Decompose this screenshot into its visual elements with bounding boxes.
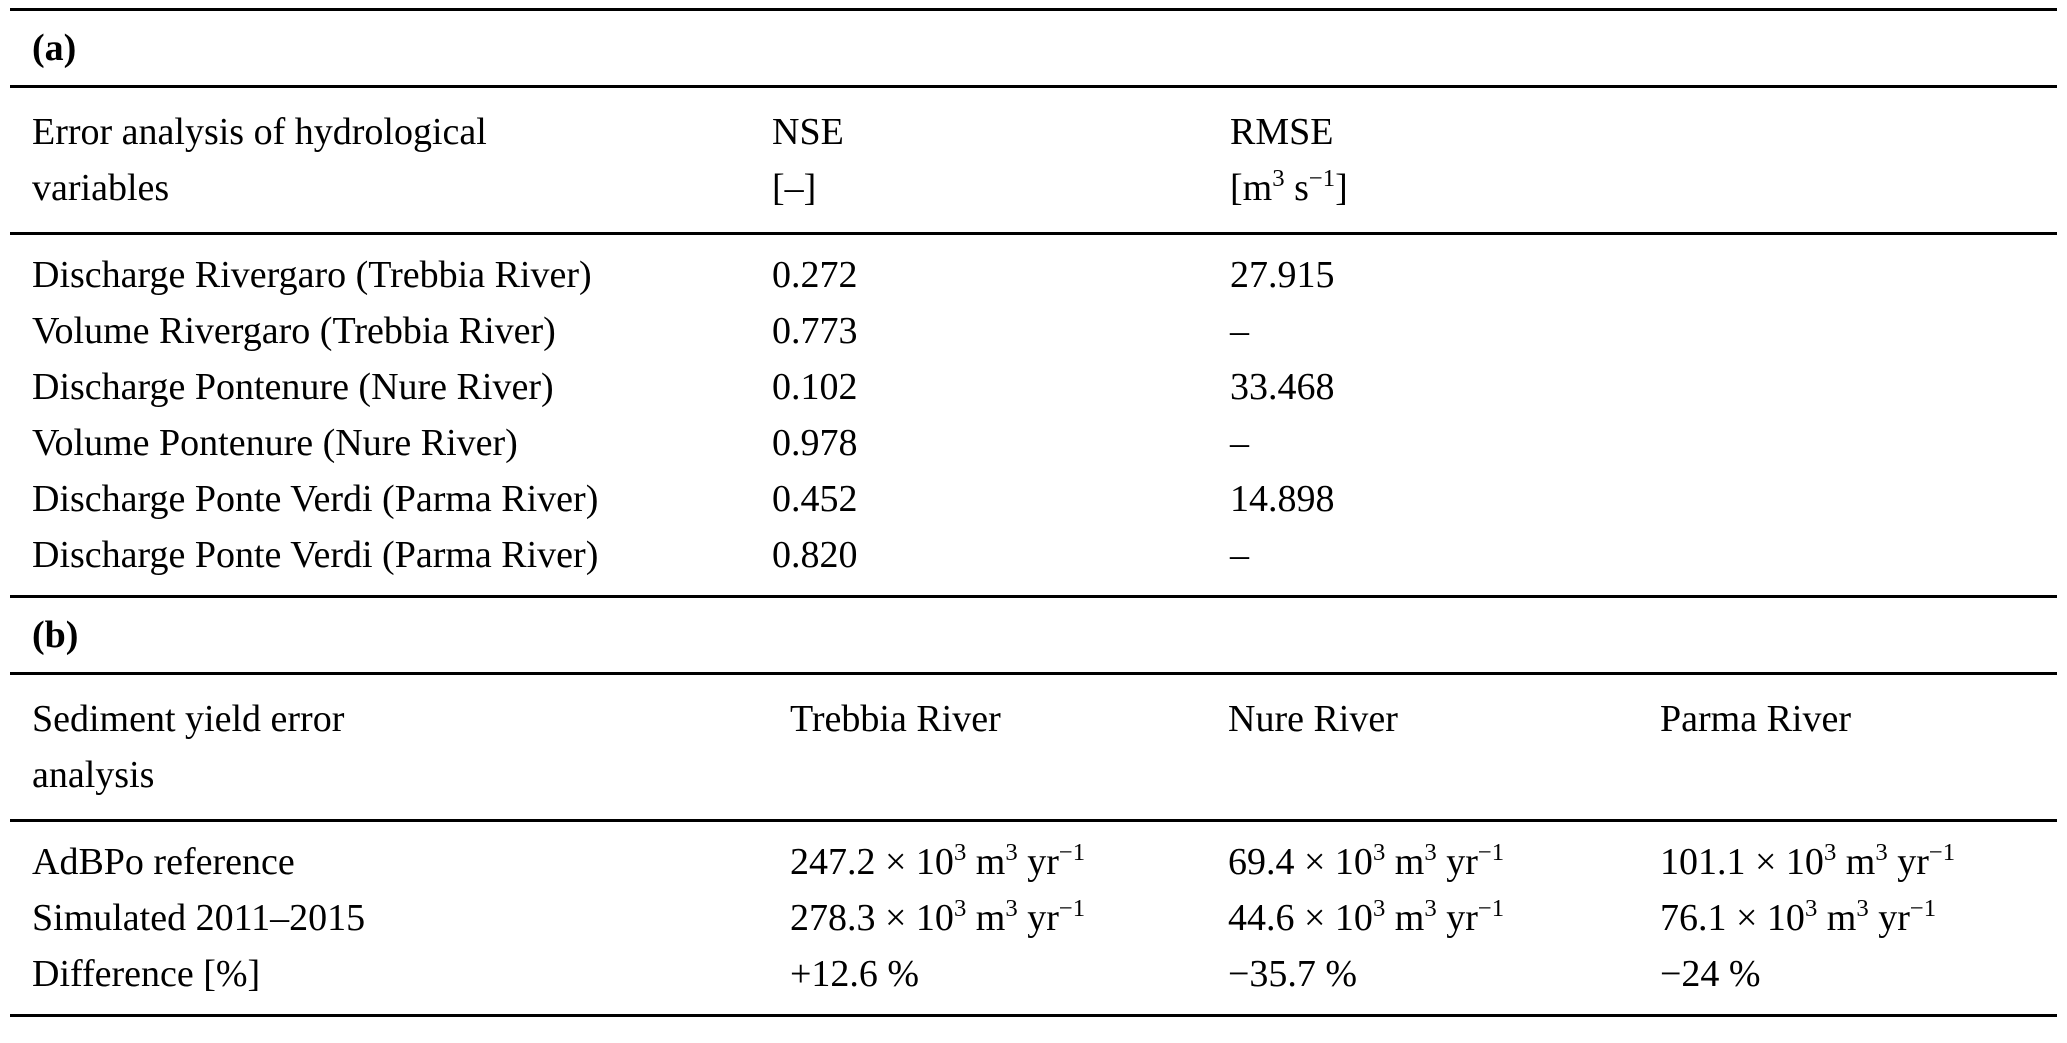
cell-parma-value: 76.1 × 103 m3 yr−1 — [1660, 895, 1937, 939]
header-sediment-line2: analysis — [32, 754, 155, 796]
cell-nure-value: −35.7 % — [1228, 953, 1358, 995]
table-figure: (a) Error analysis of hydrological varia… — [10, 8, 2057, 1017]
cell-variable: Discharge Ponte Verdi (Parma River) — [32, 534, 599, 576]
cell-nse: 0.102 — [772, 366, 858, 408]
cell-rmse: – — [1230, 422, 1249, 464]
table-row: Discharge Ponte Verdi (Parma River) 0.82… — [32, 527, 2057, 583]
table-row: AdBPo reference 247.2 × 103 m3 yr−1 69.4… — [32, 834, 2057, 890]
cell-variable: Discharge Pontenure (Nure River) — [32, 366, 554, 408]
table-row: Discharge Rivergaro (Trebbia River) 0.27… — [32, 247, 2057, 303]
cell-parma-value: −24 % — [1660, 953, 1761, 995]
divider — [10, 595, 2057, 598]
header-parma-river: Parma River — [1660, 698, 1852, 740]
cell-row-label: Difference [%] — [32, 953, 261, 995]
table-row: Volume Rivergaro (Trebbia River) 0.773 – — [32, 303, 2057, 359]
header-nse: NSE [–] — [772, 104, 1230, 216]
cell-row-label: AdBPo reference — [32, 841, 295, 883]
table-row: Difference [%] +12.6 % −35.7 % −24 % — [32, 946, 2057, 1002]
header-variables-line1: Error analysis of hydrological — [32, 111, 487, 153]
cell-nse: 0.978 — [772, 422, 858, 464]
header-nure-river: Nure River — [1228, 698, 1398, 740]
table-row: Discharge Ponte Verdi (Parma River) 0.45… — [32, 471, 2057, 527]
header-rmse: RMSE [m3 s−1] — [1230, 104, 2057, 216]
cell-row-label: Simulated 2011–2015 — [32, 897, 366, 939]
cell-variable: Discharge Rivergaro (Trebbia River) — [32, 254, 592, 296]
cell-parma-value: 101.1 × 103 m3 yr−1 — [1660, 839, 1956, 883]
cell-trebbia-value: 247.2 × 103 m3 yr−1 — [790, 839, 1086, 883]
cell-nure-value: 44.6 × 103 m3 yr−1 — [1228, 895, 1505, 939]
panel-a-label: (a) — [32, 27, 77, 69]
cell-variable: Discharge Ponte Verdi (Parma River) — [32, 478, 599, 520]
cell-nse: 0.773 — [772, 310, 858, 352]
table-a-header: Error analysis of hydrological variables… — [10, 88, 2057, 232]
table-row: Volume Pontenure (Nure River) 0.978 – — [32, 415, 2057, 471]
cell-rmse: 27.915 — [1230, 254, 1335, 296]
divider — [10, 85, 2057, 88]
table-a-body: Discharge Rivergaro (Trebbia River) 0.27… — [10, 235, 2057, 595]
header-nse-label: NSE — [772, 111, 844, 153]
cell-variable: Volume Pontenure (Nure River) — [32, 422, 518, 464]
cell-trebbia-value: 278.3 × 103 m3 yr−1 — [790, 895, 1086, 939]
header-variables: Error analysis of hydrological variables — [32, 104, 772, 216]
divider — [10, 672, 2057, 675]
table-row: Simulated 2011–2015 278.3 × 103 m3 yr−1 … — [32, 890, 2057, 946]
divider — [10, 1014, 2057, 1017]
cell-rmse: – — [1230, 534, 1249, 576]
divider — [10, 819, 2057, 822]
header-rmse-label: RMSE — [1230, 111, 1334, 153]
cell-nse: 0.452 — [772, 478, 858, 520]
cell-rmse: 14.898 — [1230, 478, 1335, 520]
cell-nure-value: 69.4 × 103 m3 yr−1 — [1228, 839, 1505, 883]
header-sediment: Sediment yield error analysis — [32, 691, 790, 803]
table-b-header: Sediment yield error analysis Trebbia Ri… — [10, 675, 2057, 819]
header-variables-line2: variables — [32, 167, 170, 209]
panel-b-label: (b) — [32, 614, 79, 656]
header-sediment-line1: Sediment yield error — [32, 698, 345, 740]
divider — [10, 8, 2057, 11]
cell-rmse: 33.468 — [1230, 366, 1335, 408]
table-row: Discharge Pontenure (Nure River) 0.102 3… — [32, 359, 2057, 415]
header-nse-unit: [–] — [772, 167, 817, 209]
cell-nse: 0.272 — [772, 254, 858, 296]
cell-trebbia-value: +12.6 % — [790, 953, 920, 995]
divider — [10, 232, 2057, 235]
cell-rmse: – — [1230, 310, 1249, 352]
header-rmse-unit: [m3 s−1] — [1230, 165, 1348, 209]
table-b-body: AdBPo reference 247.2 × 103 m3 yr−1 69.4… — [10, 822, 2057, 1014]
header-trebbia-river: Trebbia River — [790, 698, 1001, 740]
cell-variable: Volume Rivergaro (Trebbia River) — [32, 310, 556, 352]
cell-nse: 0.820 — [772, 534, 858, 576]
